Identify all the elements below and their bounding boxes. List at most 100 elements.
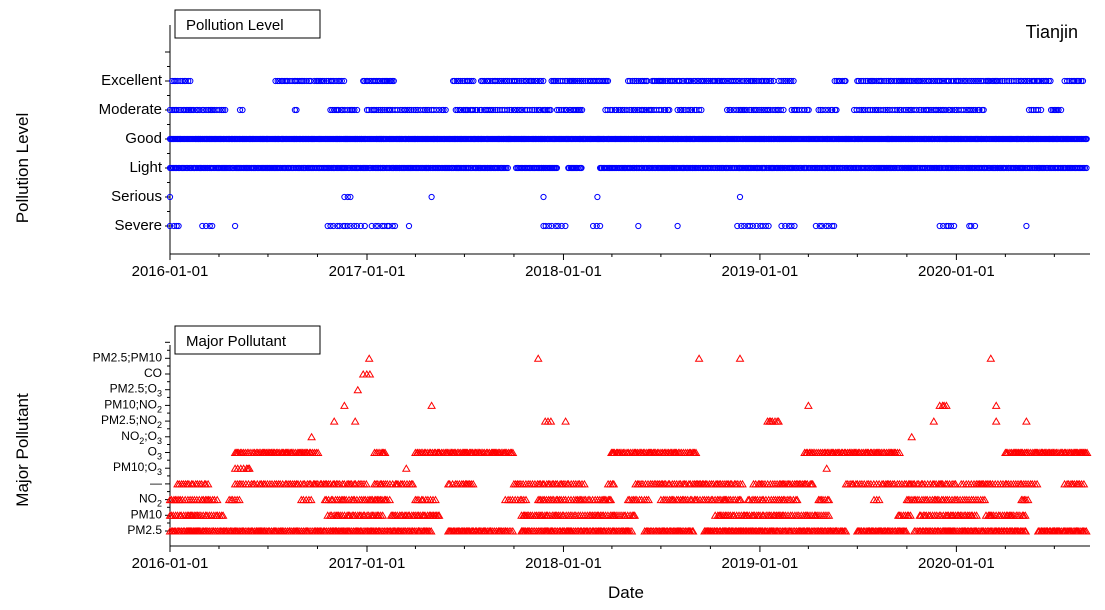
data-point (451, 77, 458, 85)
data-point (1079, 77, 1087, 85)
major-pollutant-title-box (174, 325, 321, 355)
data-point (607, 106, 614, 114)
data-point (313, 448, 323, 456)
data-point (335, 106, 342, 114)
data-point (1032, 479, 1042, 488)
data-point (858, 77, 865, 85)
data-point (542, 222, 549, 230)
data-point (791, 222, 798, 230)
data-point (738, 77, 746, 85)
data-point (227, 164, 234, 172)
data-point (236, 106, 244, 114)
data-point (942, 106, 950, 114)
data-point (474, 106, 481, 114)
data-point (166, 193, 174, 201)
data-point (209, 222, 216, 230)
data-point (1078, 77, 1085, 85)
data-point (895, 448, 904, 456)
data-point (572, 77, 579, 85)
data-point (521, 495, 531, 504)
y-tick-label: Excellent (101, 72, 163, 89)
data-point (997, 77, 1004, 85)
data-point (678, 106, 685, 114)
data-point (972, 77, 979, 85)
y-tick-label: PM10 (131, 507, 163, 521)
data-point (503, 164, 510, 172)
data-point (436, 106, 443, 114)
data-point (880, 106, 887, 114)
data-point (816, 222, 823, 230)
data-point (936, 222, 943, 230)
y-tick-label: Serious (111, 188, 162, 205)
data-point (548, 222, 555, 230)
data-point (839, 77, 846, 85)
data-point (508, 106, 515, 114)
data-point (239, 106, 246, 114)
data-point (1022, 77, 1029, 85)
data-point (749, 77, 757, 85)
data-point (533, 106, 540, 114)
data-point (907, 432, 917, 441)
data-point (597, 222, 604, 230)
data-point (1029, 164, 1036, 172)
data-point (440, 106, 447, 114)
data-point (824, 495, 834, 504)
data-point (972, 511, 981, 519)
data-point (913, 106, 920, 114)
data-point (552, 222, 559, 230)
data-point (293, 106, 300, 114)
data-point (919, 77, 926, 85)
data-point (533, 354, 543, 362)
data-point (546, 417, 556, 425)
data-point (778, 222, 785, 230)
data-point (1018, 77, 1025, 85)
data-point (562, 222, 569, 230)
data-point (627, 527, 637, 535)
data-point (559, 77, 566, 85)
data-point (545, 222, 553, 230)
data-point (908, 77, 915, 85)
data-point (537, 77, 545, 85)
data-point (202, 222, 210, 230)
data-point (662, 106, 669, 114)
data-point (738, 222, 745, 230)
data-point (933, 164, 941, 172)
data-point (980, 106, 987, 114)
data-point (222, 106, 229, 114)
data-point (1083, 164, 1090, 172)
data-point (780, 77, 787, 85)
data-point (408, 479, 418, 488)
data-point (344, 222, 351, 230)
data-point (272, 77, 279, 85)
data-point (629, 77, 636, 85)
y-tick-label: Good (125, 130, 162, 147)
data-point (746, 222, 754, 230)
data-point (778, 77, 785, 85)
data-point (1045, 77, 1052, 85)
data-point (303, 77, 310, 85)
data-point (336, 77, 343, 85)
data-point (579, 106, 586, 114)
data-point (613, 106, 620, 114)
data-point (860, 106, 867, 114)
data-point (331, 106, 338, 114)
data-point (340, 222, 347, 230)
x-tick-label: 2019-01-01 (722, 263, 799, 280)
data-point (1064, 77, 1071, 85)
data-point (968, 106, 975, 114)
data-point (765, 222, 772, 230)
data-point (341, 193, 348, 201)
data-point (782, 222, 789, 230)
data-point (1023, 495, 1033, 504)
data-point (691, 448, 701, 456)
data-point (738, 479, 747, 488)
data-point (925, 106, 933, 114)
major-pollutant-panel: 2016-01-01 2017-01-01 2018-01-01 2019-01-01… (13, 325, 1092, 602)
data-point (662, 77, 669, 85)
pollution-level-axes: 2016-01-01 2017-01-01 2018-01-01 2019-01-01… (99, 25, 1090, 280)
data-point (819, 222, 826, 230)
x-tick-label: 2019-01-01 (722, 555, 799, 572)
data-point (767, 77, 775, 85)
data-point (530, 77, 537, 85)
data-point (558, 222, 565, 230)
